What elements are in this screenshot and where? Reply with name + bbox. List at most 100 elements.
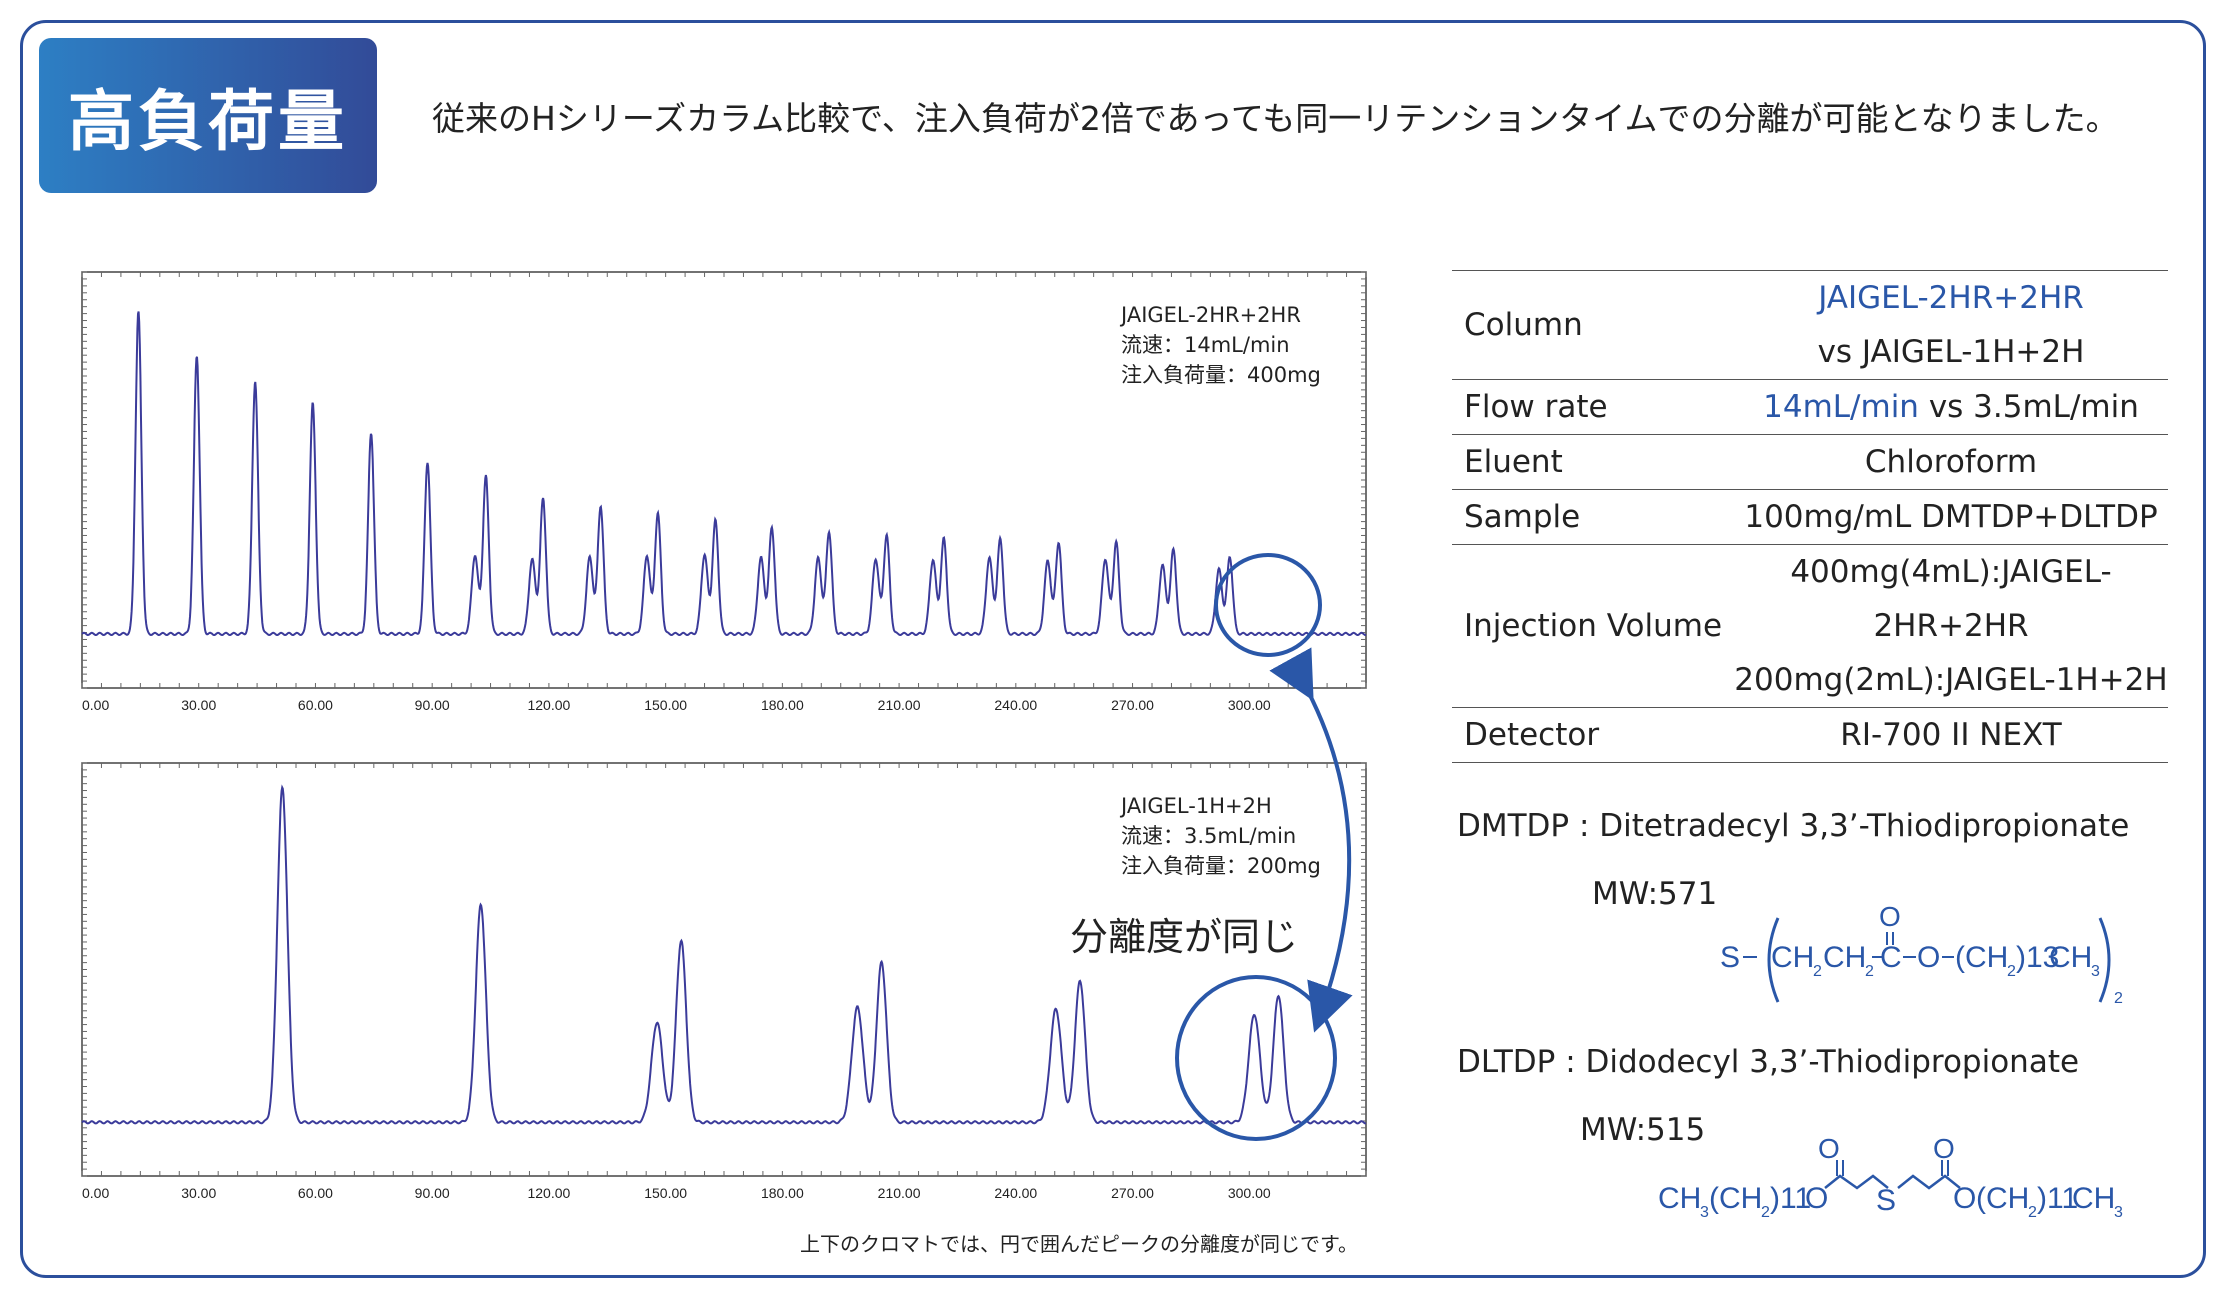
atom-ch3: CH bbox=[2049, 941, 2092, 974]
chromatogram-trace bbox=[81, 784, 1367, 1125]
x-tick-label: 0.00 bbox=[82, 697, 109, 713]
chart-bottom: 0.00 30.00 60.00 90.00 120.00 150.00 180.00 210… bbox=[81, 762, 1367, 1201]
compound-dmtdp-mw: MW:571 bbox=[1592, 876, 1718, 912]
spec-row-flow: Flow rate 14mL/min vs 3.5mL/min bbox=[1452, 379, 2168, 435]
x-tick-label: 270.00 bbox=[1111, 697, 1154, 713]
highlight-circle-bottom bbox=[1175, 975, 1337, 1141]
headline: 従来のHシリーズカラム比較で、注入負荷が2倍であっても同一リテンションタイムでの… bbox=[432, 99, 2119, 138]
compound-dmtdp-name: DMTDP : Ditetradecyl 3,3’-Thiodipropiona… bbox=[1457, 808, 2130, 844]
spec-key: Sample bbox=[1452, 489, 1734, 545]
spec-value: 100mg/mL DMTDP+DLTDP bbox=[1734, 489, 2168, 545]
sub: 3 bbox=[2091, 963, 2100, 980]
atom-chain: )11 bbox=[2037, 1182, 2078, 1215]
x-tick-label: 60.00 bbox=[298, 697, 333, 713]
spec-value: 14mL/min vs 3.5mL/min bbox=[1734, 379, 2168, 435]
sub: 2 bbox=[2007, 963, 2016, 980]
overlay: 分離度が同じ bbox=[1070, 553, 1353, 1141]
x-tick-label: 270.00 bbox=[1111, 1185, 1154, 1201]
x-tick-label: 0.00 bbox=[82, 1185, 109, 1201]
x-tick-label: 30.00 bbox=[181, 1185, 216, 1201]
sub: 3 bbox=[2114, 1204, 2123, 1221]
legend-entry: 流速：3.5mL/min bbox=[1121, 824, 1296, 848]
annotation-label: 分離度が同じ bbox=[1070, 915, 1298, 959]
compound-dltdp-name: DLTDP : Didodecyl 3,3’-Thiodipropionate bbox=[1457, 1044, 2080, 1080]
spec-key: Detector bbox=[1452, 707, 1734, 763]
spec-key: Flow rate bbox=[1452, 379, 1734, 435]
footnote: 上下のクロマトでは、円で囲んだピークの分離度が同じです。 bbox=[800, 1232, 1358, 1256]
dltdp-structure: CH 3 (CH 2 )11 O O S O O (CH 2 )11 CH 3 bbox=[1658, 1133, 2123, 1221]
spec-row-detector: Detector RI-700 II NEXT bbox=[1452, 707, 2168, 763]
compound-dltdp-mw: MW:515 bbox=[1580, 1112, 1706, 1148]
legend-entry: 流速：14mL/min bbox=[1121, 333, 1290, 357]
x-tick-label: 90.00 bbox=[415, 697, 450, 713]
atom-ch2: CH bbox=[1823, 941, 1866, 974]
injection-value-1: 400mg(4mL):JAIGEL-2HR+2HR bbox=[1790, 554, 2112, 644]
sub: 2 bbox=[1865, 963, 1874, 980]
atom-ch3: CH bbox=[2072, 1182, 2115, 1215]
x-tick-label: 180.00 bbox=[761, 1185, 804, 1201]
legend-entry: 注入負荷量：400mg bbox=[1121, 363, 1321, 387]
spec-row-injection: Injection Volume 400mg(4mL):JAIGEL-2HR+2… bbox=[1452, 544, 2168, 708]
sub: 2 bbox=[1813, 963, 1822, 980]
x-tick-label: 120.00 bbox=[527, 697, 570, 713]
spec-value: 400mg(4mL):JAIGEL-2HR+2HR 200mg(2mL):JAI… bbox=[1734, 544, 2168, 708]
injection-value-2: 200mg(2mL):JAIGEL-1H+2H bbox=[1734, 662, 2168, 698]
atom-o: O bbox=[1917, 941, 1940, 974]
x-tick-label: 90.00 bbox=[415, 1185, 450, 1201]
atom-chain: )11 bbox=[1770, 1182, 1811, 1215]
atom-o: O bbox=[1879, 901, 1901, 932]
atom-o: O bbox=[1818, 1133, 1840, 1164]
sub: 3 bbox=[1700, 1204, 1709, 1221]
sub: 2 bbox=[2114, 990, 2123, 1007]
legend-entry: JAIGEL-1H+2H bbox=[1119, 794, 1272, 818]
x-tick-label: 240.00 bbox=[994, 1185, 1037, 1201]
spec-key: Injection Volume bbox=[1452, 544, 1734, 708]
atom-c: C bbox=[1880, 941, 1902, 974]
x-tick-label: 300.00 bbox=[1228, 1185, 1271, 1201]
sub: 2 bbox=[1761, 1204, 1770, 1221]
outer-frame bbox=[20, 20, 2206, 1278]
atom-s: S bbox=[1720, 941, 1740, 974]
chromatogram-trace bbox=[81, 311, 1367, 637]
atom-chain: )13 bbox=[2016, 941, 2059, 974]
connector-arrow bbox=[1269, 647, 1353, 1033]
spec-key: Column bbox=[1452, 270, 1734, 380]
flow-blue: 14mL/min bbox=[1763, 389, 1919, 425]
atom-ch2: CH bbox=[1771, 941, 1814, 974]
x-tick-label: 300.00 bbox=[1228, 697, 1271, 713]
sub: 2 bbox=[2028, 1204, 2037, 1221]
atom-o: O bbox=[1933, 1133, 1955, 1164]
column-value-1: JAIGEL-2HR+2HR bbox=[1818, 280, 2084, 316]
x-tick-label: 120.00 bbox=[527, 1185, 570, 1201]
x-tick-label: 60.00 bbox=[298, 1185, 333, 1201]
spec-table: Column JAIGEL-2HR+2HR vs JAIGEL-1H+2H Fl… bbox=[1452, 270, 2168, 763]
x-tick-label: 30.00 bbox=[181, 697, 216, 713]
atom-ch3: CH bbox=[1658, 1182, 1701, 1215]
title-badge: 高負荷量 bbox=[39, 38, 377, 193]
x-tick-label: 210.00 bbox=[878, 697, 921, 713]
dmtdp-structure: S CH 2 CH 2 C O O (CH 2 )13 CH 3 2 bbox=[1720, 901, 2123, 1007]
atom-ch2: (CH bbox=[1976, 1182, 2029, 1215]
flow-rest: vs 3.5mL/min bbox=[1918, 389, 2139, 425]
atom-ch2: (CH bbox=[1955, 941, 2008, 974]
x-tick-label: 180.00 bbox=[761, 697, 804, 713]
atom-o: O bbox=[1953, 1182, 1976, 1215]
spec-row-column: Column JAIGEL-2HR+2HR vs JAIGEL-1H+2H bbox=[1452, 270, 2168, 380]
spec-value: RI-700 II NEXT bbox=[1734, 707, 2168, 763]
spec-value: JAIGEL-2HR+2HR vs JAIGEL-1H+2H bbox=[1734, 270, 2168, 380]
x-tick-label: 150.00 bbox=[644, 1185, 687, 1201]
chart-top: 0.00 30.00 60.00 90.00 120.00 150.00 180.00 210… bbox=[81, 271, 1367, 713]
atom-ch2: (CH bbox=[1709, 1182, 1762, 1215]
atom-s: S bbox=[1876, 1184, 1896, 1217]
spec-key: Eluent bbox=[1452, 434, 1734, 490]
atom-o: O bbox=[1805, 1182, 1828, 1215]
x-tick-label: 240.00 bbox=[994, 697, 1037, 713]
legend-entry: JAIGEL-2HR+2HR bbox=[1119, 303, 1301, 327]
x-tick-label: 150.00 bbox=[644, 697, 687, 713]
highlight-circle-top bbox=[1214, 553, 1322, 657]
spec-value: Chloroform bbox=[1734, 434, 2168, 490]
column-value-2: vs JAIGEL-1H+2H bbox=[1817, 334, 2085, 370]
x-tick-label: 210.00 bbox=[878, 1185, 921, 1201]
